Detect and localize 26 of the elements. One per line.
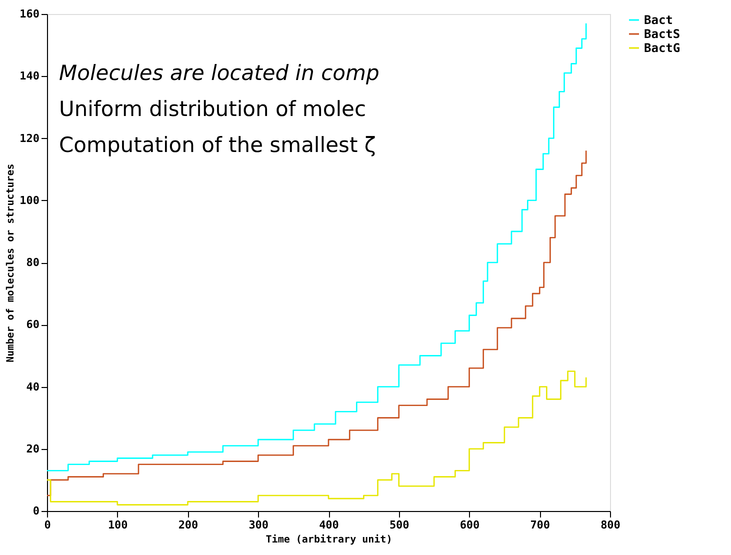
y-tick-label: 0 bbox=[32, 504, 40, 518]
y-axis-title: Number of molecules or structures bbox=[6, 164, 17, 362]
x-tick-label: 700 bbox=[530, 518, 550, 532]
x-tick-label: 100 bbox=[108, 518, 128, 532]
x-tick-label: 300 bbox=[248, 518, 269, 532]
y-tick-label: 40 bbox=[26, 380, 40, 394]
y-tick-label: 80 bbox=[26, 256, 40, 269]
y-tick-label: 20 bbox=[26, 442, 40, 456]
y-tick-label: 60 bbox=[26, 318, 40, 332]
legend-label: BactG bbox=[644, 41, 680, 55]
annotation: Computation of the smallest ζ bbox=[59, 133, 376, 157]
y-tick-label: 100 bbox=[20, 194, 40, 207]
x-tick-label: 800 bbox=[600, 518, 620, 532]
y-tick-label: 140 bbox=[20, 70, 40, 83]
annotation: Uniform distribution of molec bbox=[59, 97, 366, 121]
x-axis-title: Time (arbitrary unit) bbox=[266, 534, 392, 546]
y-tick-label: 120 bbox=[20, 132, 40, 145]
legend-label: Bact bbox=[644, 13, 673, 27]
x-tick-label: 500 bbox=[389, 518, 410, 532]
x-tick-label: 200 bbox=[178, 518, 198, 532]
x-tick-label: 400 bbox=[319, 518, 339, 532]
legend-label: BactS bbox=[644, 27, 680, 41]
y-tick-label: 160 bbox=[20, 8, 40, 20]
x-tick-label: 600 bbox=[460, 518, 480, 532]
x-tick-label: 0 bbox=[44, 518, 51, 532]
annotation: Molecules are located in comp bbox=[59, 61, 380, 85]
